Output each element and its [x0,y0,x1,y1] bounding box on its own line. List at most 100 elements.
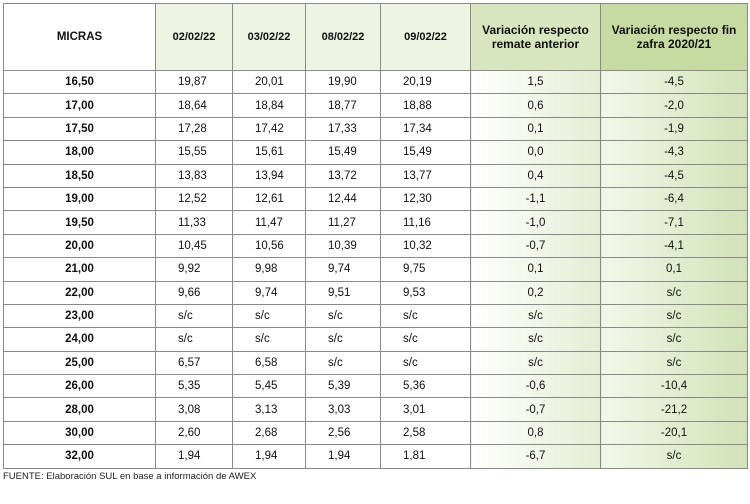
cell: 0,2 [470,280,601,305]
header-cell: MICRAS [3,3,156,71]
table-row: 23,00 s/c s/c s/c s/c s/c s/c [3,303,748,329]
cell: -4,1 [600,233,748,259]
row-label: 17,00 [3,93,156,118]
cell: 10,56 [232,233,306,259]
cell: 2,68 [232,420,306,446]
row-label: 28,00 [3,397,156,422]
row-label: 18,50 [3,163,156,188]
cell: -0,6 [470,374,601,399]
table-row: 20,00 10,45 10,56 10,39 10,32 -0,7 -4,1 [3,233,748,259]
cell: s/c [305,350,381,376]
cell: 0,4 [470,163,601,188]
cell: -1,1 [470,186,601,212]
row-label: 26,00 [3,374,156,399]
cell: 10,32 [380,233,471,259]
cell: 12,30 [380,186,471,212]
cell: s/c [600,327,748,352]
row-label: 32,00 [3,444,156,469]
row-label: 19,00 [3,186,156,212]
cell: 5,45 [232,374,306,399]
cell: 18,64 [155,93,233,118]
cell: 0,6 [470,93,601,118]
cell: 2,58 [380,420,471,446]
cell: 9,53 [380,280,471,305]
cell: 1,94 [232,444,306,469]
cell: 3,01 [380,397,471,422]
cell: s/c [305,303,381,329]
table-row: 18,00 15,55 15,61 15,49 15,49 0,0 -4,3 [3,140,748,165]
cell: 17,42 [232,116,306,142]
table-container: MICRAS 02/02/22 03/02/22 08/02/22 09/02/22 Va… [3,3,748,469]
table-row: 26,00 5,35 5,45 5,39 5,36 -0,6 -10,4 [3,374,748,399]
cell: 5,39 [305,374,381,399]
cell: s/c [155,303,233,329]
table-row: 17,00 18,64 18,84 18,77 18,88 0,6 -2,0 [3,93,748,118]
cell: 17,33 [305,116,381,142]
cell: -0,7 [470,233,601,259]
cell: 17,34 [380,116,471,142]
cell: 9,74 [305,257,381,282]
cell: -6,4 [600,186,748,212]
table-row: 16,50 19,87 20,01 19,90 20,19 1,5 -4,5 [3,69,748,95]
cell: 11,27 [305,210,381,235]
cell: 9,75 [380,257,471,282]
cell: 1,94 [305,444,381,469]
table-row: 32,00 1,94 1,94 1,94 1,81 -6,7 s/c [3,444,748,469]
cell: 6,57 [155,350,233,376]
cell: 1,81 [380,444,471,469]
cell: -7,1 [600,210,748,235]
cell: 2,56 [305,420,381,446]
cell: 9,66 [155,280,233,305]
cell: -0,7 [470,397,601,422]
cell: 3,13 [232,397,306,422]
cell: s/c [380,327,471,352]
cell: 5,35 [155,374,233,399]
header-cell: 08/02/22 [305,3,381,71]
cell: 0,1 [470,116,601,142]
header-cell: Variación respecto remate anterior [470,3,601,71]
cell: s/c [380,350,471,376]
footer-note: FUENTE: Elaboración SUL en base a inform… [3,471,257,482]
cell: 15,61 [232,140,306,165]
cell: 18,88 [380,93,471,118]
cell: 9,74 [232,280,306,305]
cell: 10,39 [305,233,381,259]
table-body: 16,50 19,87 20,01 19,90 20,19 1,5 -4,5 17,00 18,… [3,69,748,469]
cell: s/c [305,327,381,352]
table-row: 22,00 9,66 9,74 9,51 9,53 0,2 s/c [3,280,748,305]
cell: s/c [600,280,748,305]
header-cell: 02/02/22 [155,3,233,71]
cell: 11,33 [155,210,233,235]
cell: 0,1 [600,257,748,282]
cell: 10,45 [155,233,233,259]
cell: 12,44 [305,186,381,212]
cell: 1,5 [470,69,601,95]
cell: 6,58 [232,350,306,376]
cell: 15,49 [380,140,471,165]
cell: 11,16 [380,210,471,235]
row-label: 20,00 [3,233,156,259]
table-row: 19,00 12,52 12,61 12,44 12,30 -1,1 -6,4 [3,186,748,212]
cell: s/c [232,327,306,352]
cell: 18,77 [305,93,381,118]
row-label: 24,00 [3,327,156,352]
cell: 2,60 [155,420,233,446]
row-label: 22,00 [3,280,156,305]
cell: 20,19 [380,69,471,95]
cell: -4,5 [600,69,748,95]
row-label: 16,50 [3,69,156,95]
header-cell: 03/02/22 [232,3,306,71]
price-table: MICRAS 02/02/22 03/02/22 08/02/22 09/02/22 Va… [3,3,748,469]
table-row: 28,00 3,08 3,13 3,03 3,01 -0,7 -21,2 [3,397,748,422]
cell: 15,55 [155,140,233,165]
cell: s/c [600,303,748,329]
cell: 12,61 [232,186,306,212]
cell: s/c [380,303,471,329]
cell: 19,90 [305,69,381,95]
cell: 3,03 [305,397,381,422]
cell: 3,08 [155,397,233,422]
table-row: 24,00 s/c s/c s/c s/c s/c s/c [3,327,748,352]
cell: 13,72 [305,163,381,188]
cell: 9,98 [232,257,306,282]
